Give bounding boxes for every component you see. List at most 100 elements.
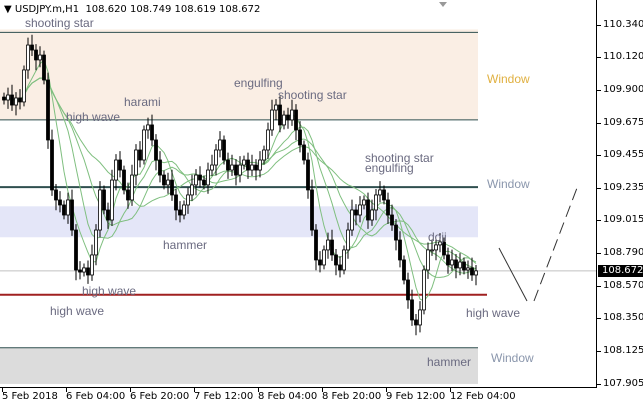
candle-body [106, 209, 110, 221]
candle-body [150, 124, 154, 141]
dropdown-triangle-icon[interactable]: ▼ [4, 4, 15, 15]
x-tick-label: 6 Feb 04:00 [66, 391, 126, 402]
candle-body [258, 159, 262, 171]
window-label: Window [491, 351, 534, 365]
window-label: Window [487, 72, 530, 86]
y-tick-mark [597, 57, 601, 59]
candle-body [114, 159, 118, 181]
candle-body [222, 139, 226, 161]
candle-body [466, 267, 470, 271]
candle-body [46, 79, 50, 141]
candle-body [154, 139, 158, 161]
candle-body [422, 269, 426, 311]
candle-body [146, 124, 150, 131]
y-tick-label: 107.905 [603, 377, 643, 389]
candle-body [42, 54, 46, 81]
candle-body [402, 259, 406, 281]
candle-body [270, 109, 274, 131]
window-zone [0, 29, 478, 120]
candle-body [450, 259, 454, 266]
candle-body [286, 114, 290, 121]
candle-body [374, 194, 378, 211]
candle-body [238, 164, 242, 176]
candle-body [326, 239, 330, 251]
pattern-label: engulfing [234, 76, 283, 90]
candle-body [138, 149, 142, 161]
candle-body [302, 144, 306, 161]
x-tick-label: 9 Feb 12:00 [386, 391, 446, 402]
y-tick-label: 110.340 [603, 19, 643, 30]
candle-body [66, 199, 70, 216]
candle-body [6, 94, 10, 101]
candle-body [58, 199, 62, 206]
candle-body [334, 254, 338, 266]
y-tick-label: 109.900 [603, 83, 643, 95]
candle-body [70, 199, 74, 231]
y-tick-mark [597, 155, 601, 157]
candle-body [230, 164, 234, 171]
projection-line [498, 247, 528, 302]
x-tick-label: 7 Feb 12:00 [194, 391, 254, 402]
candle-body [426, 249, 430, 271]
candle-body [194, 174, 198, 186]
candle-body [458, 261, 462, 269]
candle-body [126, 189, 130, 201]
candle-body [190, 184, 194, 196]
symbol-label: USDJPY.m,H1 [14, 4, 80, 15]
x-tick-mark [258, 388, 259, 392]
candle-body [362, 199, 366, 206]
y-tick-mark [597, 220, 601, 222]
y-tick-mark [597, 253, 601, 255]
chart-shift-marker-icon [439, 2, 447, 7]
candle-body [338, 264, 342, 271]
candle-body [278, 104, 282, 126]
x-tick-label: 8 Feb 20:00 [322, 391, 382, 402]
current-price-label: 108.672 [598, 264, 643, 277]
candle-body [266, 129, 270, 151]
y-tick-mark [597, 383, 601, 385]
candle-body [462, 261, 466, 271]
candle-body [446, 254, 450, 266]
pattern-label: high wave [50, 304, 105, 318]
y-tick-label: 108.350 [603, 312, 643, 324]
candle-body [62, 204, 66, 216]
candle-body [214, 149, 218, 166]
projection-dashed-line [533, 187, 578, 302]
pattern-label: shooting star [25, 16, 94, 30]
pattern-label: engulfing [365, 161, 414, 175]
candle-body [310, 189, 314, 231]
candle-body [210, 164, 214, 171]
window-label: Window [487, 177, 530, 191]
x-tick-mark [130, 388, 131, 392]
pattern-label: high wave [66, 110, 121, 124]
candle-body [14, 97, 18, 106]
y-tick-label: 110.120 [603, 51, 643, 63]
candle-body [102, 189, 106, 211]
candle-body [274, 104, 278, 111]
pattern-label: high wave [82, 284, 137, 298]
pattern-label: hammer [427, 355, 472, 369]
candle-body [226, 159, 230, 171]
candle-body [110, 179, 114, 221]
candle-body [322, 249, 326, 266]
window-zone [0, 347, 478, 384]
x-tick-mark [66, 388, 67, 392]
candle-body [346, 229, 350, 251]
pattern-label: hammer [163, 238, 208, 252]
y-tick-mark [597, 285, 601, 287]
x-tick-label: 5 Feb 2018 [2, 391, 58, 402]
candle-body [250, 164, 254, 171]
chart-plot-area[interactable]: ▼ USDJPY.m,H1 108.620 108.749 108.619 10… [0, 0, 597, 388]
y-tick-label: 109.235 [603, 181, 643, 193]
candle-body [246, 159, 250, 171]
candle-body [262, 149, 266, 161]
candle-body [382, 189, 386, 201]
pattern-label: shooting star [278, 88, 347, 102]
candle-body [358, 204, 362, 216]
candle-body [386, 199, 390, 216]
candle-body [94, 229, 98, 256]
candle-body [74, 229, 78, 271]
candle-body [202, 179, 206, 186]
y-tick-label: 109.455 [603, 149, 643, 161]
pattern-label: doji [428, 230, 447, 244]
